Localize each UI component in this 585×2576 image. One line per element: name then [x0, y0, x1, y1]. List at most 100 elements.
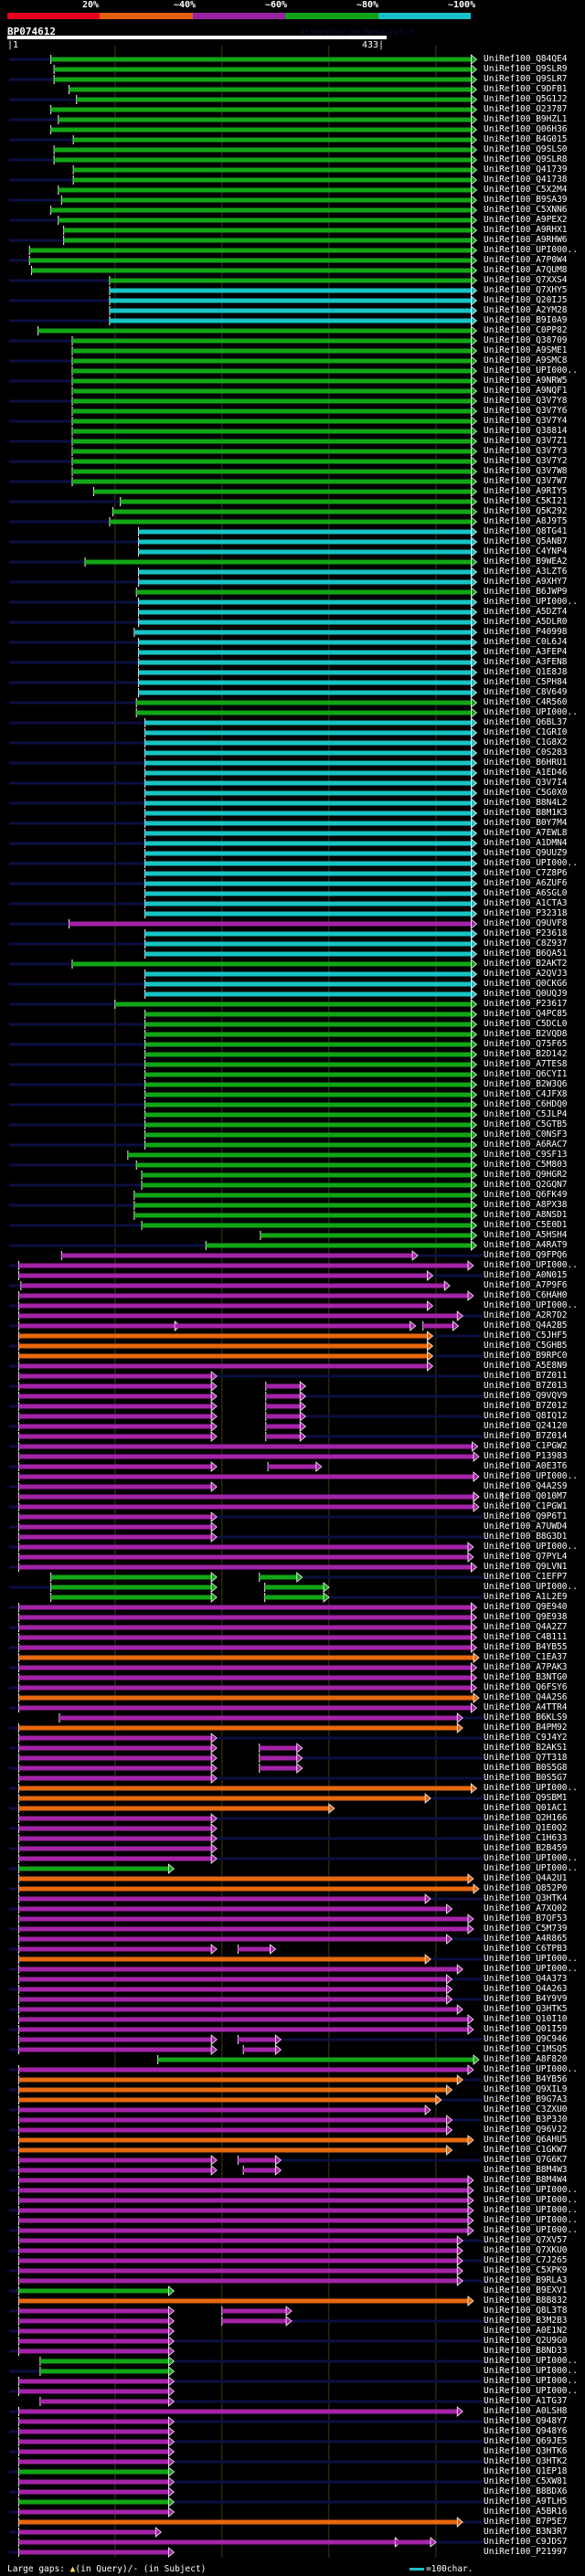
hit-label[interactable]: UniRef100_C0NSF3	[484, 1129, 568, 1140]
hit-label[interactable]: UniRef100_C5DCL0	[484, 1019, 568, 1029]
hit-label[interactable]: UniRef100_Q3V7Z1	[484, 436, 568, 446]
hit-label[interactable]: UniRef100_UPI000..	[484, 1964, 578, 1974]
hit-label[interactable]: UniRef100_Q2GQN7	[484, 1180, 568, 1190]
hit-label[interactable]: UniRef100_B4PM92	[484, 1723, 568, 1733]
hit-label[interactable]: UniRef100_Q3HTK6	[484, 2446, 568, 2456]
hit-label[interactable]: UniRef100_Q852P0	[484, 1883, 568, 1893]
hit-label[interactable]: UniRef100_Q84QE4	[484, 54, 568, 64]
hit-label[interactable]: UniRef100_UPI000..	[484, 858, 578, 868]
hit-label[interactable]: UniRef100_B9RPC0	[484, 1351, 568, 1361]
hit-label[interactable]: UniRef100_UPI000..	[484, 2185, 578, 2195]
hit-label[interactable]: UniRef100_Q9VQV9	[484, 1391, 568, 1401]
hit-label[interactable]: UniRef100_A9SMC8	[484, 355, 568, 366]
hit-label[interactable]: UniRef100_UPI000..	[484, 597, 578, 607]
hit-label[interactable]: UniRef100_Q24120	[484, 1421, 568, 1431]
hit-label[interactable]: UniRef100_Q4A2S9	[484, 1481, 568, 1491]
hit-label[interactable]: UniRef100_C5M739	[484, 1924, 568, 1934]
hit-label[interactable]: UniRef100_Q3V7W7	[484, 476, 568, 486]
hit-label[interactable]: UniRef100_A3FEN8	[484, 657, 568, 667]
hit-label[interactable]: UniRef100_B0Y7M4	[484, 818, 568, 828]
hit-label[interactable]: UniRef100_B8BDX6	[484, 2486, 568, 2496]
hit-label[interactable]: UniRef100_Q7XV57	[484, 2235, 568, 2245]
hit-label[interactable]: UniRef100_B9I0A9	[484, 315, 568, 325]
hit-label[interactable]: UniRef100_Q6BL37	[484, 717, 568, 727]
hit-label[interactable]: UniRef100_Q5G1J2	[484, 94, 568, 104]
hit-label[interactable]: UniRef100_A7QUM8	[484, 265, 568, 275]
hit-label[interactable]: UniRef100_Q3HTK2	[484, 2456, 568, 2466]
hit-label[interactable]: UniRef100_C0L6J4	[484, 637, 568, 647]
hit-label[interactable]: UniRef100_A1CTA3	[484, 898, 568, 908]
hit-label[interactable]: UniRef100_Q9SBM1	[484, 1793, 568, 1803]
hit-label[interactable]: UniRef100_A9RIY5	[484, 486, 568, 496]
hit-label[interactable]: UniRef100_A9SME1	[484, 345, 568, 355]
hit-label[interactable]: UniRef100_A0N015	[484, 1270, 568, 1280]
hit-label[interactable]: UniRef100_B4G015	[484, 134, 568, 144]
hit-label[interactable]: UniRef100_A2R7D2	[484, 1310, 568, 1320]
hit-label[interactable]: UniRef100_C1GRI0	[484, 727, 568, 737]
hit-label[interactable]: UniRef100_B9RLA3	[484, 2275, 568, 2285]
hit-label[interactable]: UniRef100_Q7XKU0	[484, 2245, 568, 2255]
hit-label[interactable]: UniRef100_Q3V7Y3	[484, 446, 568, 456]
hit-label[interactable]: UniRef100_C5JLP4	[484, 1109, 568, 1119]
hit-label[interactable]: UniRef100_C3ZXU0	[484, 2104, 568, 2115]
hit-label[interactable]: UniRef100_B6QA51	[484, 949, 568, 959]
hit-label[interactable]: UniRef100_B8N4L2	[484, 798, 568, 808]
hit-label[interactable]: UniRef100_Q6FK49	[484, 1190, 568, 1200]
hit-label[interactable]: UniRef100_Q7XXS4	[484, 275, 568, 285]
hit-label[interactable]: UniRef100_Q6CYI1	[484, 1069, 568, 1079]
hit-label[interactable]: UniRef100_Q5ANB7	[484, 536, 568, 546]
hit-label[interactable]: UniRef100_C5JHF5	[484, 1330, 568, 1341]
hit-label[interactable]: UniRef100_B7P5E7	[484, 2517, 568, 2527]
hit-label[interactable]: UniRef100_B2VQD8	[484, 1029, 568, 1039]
hit-label[interactable]: UniRef100_UPI000..	[484, 1582, 578, 1592]
hit-label[interactable]: UniRef100_A2YM28	[484, 305, 568, 315]
hit-label[interactable]: UniRef100_Q1EP18	[484, 2466, 568, 2476]
hit-label[interactable]: UniRef100_Q38814	[484, 426, 568, 436]
hit-label[interactable]: UniRef100_A3LZT6	[484, 567, 568, 577]
hit-label[interactable]: UniRef100_Q75F65	[484, 1039, 568, 1049]
hit-label[interactable]: UniRef100_Q3V7Y6	[484, 406, 568, 416]
hit-label[interactable]: UniRef100_C6TPB3	[484, 1944, 568, 1954]
hit-label[interactable]: UniRef100_A9RHW6	[484, 235, 568, 245]
hit-label[interactable]: UniRef100_Q41738	[484, 175, 568, 185]
hit-label[interactable]: UniRef100_C5XNN6	[484, 205, 568, 215]
hit-label[interactable]: UniRef100_B3NTG0	[484, 1672, 568, 1682]
hit-label[interactable]: UniRef100_A7XQ02	[484, 1903, 568, 1913]
hit-label[interactable]: UniRef100_C5M803	[484, 1160, 568, 1170]
hit-label[interactable]: UniRef100_P32318	[484, 908, 568, 918]
hit-label[interactable]: UniRef100_A0LSH8	[484, 2406, 568, 2416]
hit-label[interactable]: UniRef100_C1PGW1	[484, 1501, 568, 1511]
hit-label[interactable]: UniRef100_Q8IQ12	[484, 1411, 568, 1421]
hit-label[interactable]: UniRef100_C5XW81	[484, 2476, 568, 2486]
hit-label[interactable]: UniRef100_C1EA37	[484, 1652, 568, 1662]
hit-label[interactable]: UniRef100_Q9XIL9	[484, 2084, 568, 2094]
hit-label[interactable]: UniRef100_B3M2B3	[484, 2316, 568, 2326]
hit-label[interactable]: UniRef100_UPI000..	[484, 2195, 578, 2205]
hit-label[interactable]: UniRef100_B9EXV1	[484, 2285, 568, 2295]
hit-label[interactable]: UniRef100_A9NQF1	[484, 386, 568, 396]
hit-label[interactable]: UniRef100_Q9SLS0	[484, 144, 568, 154]
hit-label[interactable]: UniRef100_Q10I10	[484, 2014, 568, 2024]
hit-label[interactable]: UniRef100_P13983	[484, 1451, 568, 1461]
hit-label[interactable]: UniRef100_B7Z014	[484, 1431, 568, 1441]
hit-label[interactable]: UniRef100_C5GTB5	[484, 1119, 568, 1129]
hit-label[interactable]: UniRef100_Q8TG41	[484, 526, 568, 536]
hit-label[interactable]: UniRef100_A8F820	[484, 2054, 568, 2064]
hit-label[interactable]: UniRef100_Q9E940	[484, 1602, 568, 1612]
hit-label[interactable]: UniRef100_B6KLS9	[484, 1712, 568, 1723]
hit-label[interactable]: UniRef100_C9SF13	[484, 1150, 568, 1160]
hit-label[interactable]: UniRef100_C1G8X2	[484, 737, 568, 747]
hit-label[interactable]: UniRef100_A5DZT4	[484, 607, 568, 617]
hit-label[interactable]: UniRef100_Q9HGR2	[484, 1170, 568, 1180]
hit-label[interactable]: UniRef100_UPI000..	[484, 1954, 578, 1964]
hit-label[interactable]: UniRef100_Q7T318	[484, 1753, 568, 1763]
hit-label[interactable]: UniRef100_A7PAK3	[484, 1662, 568, 1672]
hit-label[interactable]: UniRef100_B2D142	[484, 1049, 568, 1059]
hit-label[interactable]: UniRef100_Q2U9G0	[484, 2336, 568, 2346]
hit-label[interactable]: UniRef100_Q9P6T1	[484, 1511, 568, 1521]
hit-label[interactable]: UniRef100_Q5K292	[484, 506, 568, 516]
hit-label[interactable]: UniRef100_UPI000..	[484, 2064, 578, 2074]
hit-label[interactable]: UniRef100_UPI000..	[484, 707, 578, 717]
hit-label[interactable]: UniRef100_B4Y9V9	[484, 1994, 568, 2004]
hit-label[interactable]: UniRef100_A7UWD4	[484, 1521, 568, 1532]
